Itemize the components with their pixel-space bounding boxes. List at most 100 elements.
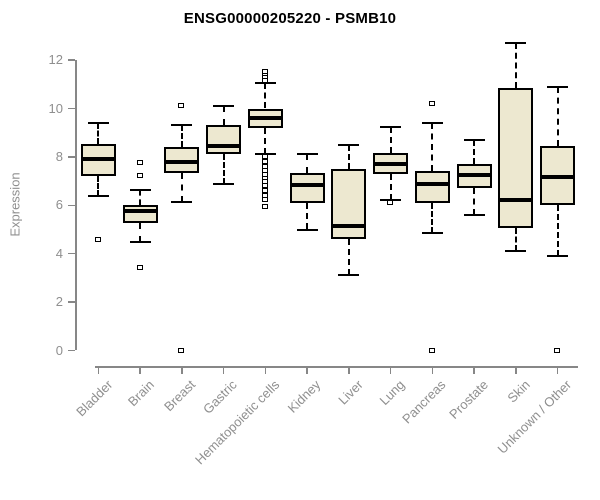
- lower-whisker-cap: [87, 194, 109, 197]
- y-axis-line: [75, 60, 77, 351]
- outlier-point-pancreas: [428, 347, 435, 353]
- x-tick: [348, 366, 350, 374]
- lower-whisker-cap: [547, 255, 569, 258]
- lower-whisker: [180, 172, 183, 202]
- median-line-liver: [333, 223, 365, 228]
- median-line-brain: [124, 209, 156, 214]
- category-label-brain: Brain: [124, 377, 157, 410]
- upper-whisker: [389, 126, 392, 154]
- lower-whisker-cap: [421, 232, 443, 235]
- lower-whisker: [347, 239, 350, 276]
- upper-whisker: [264, 83, 267, 109]
- lower-whisker: [431, 203, 434, 234]
- upper-whisker-cap: [171, 124, 193, 127]
- lower-whisker: [389, 173, 392, 201]
- median-line-breast: [166, 159, 198, 164]
- category-label-breast: Breast: [161, 377, 199, 415]
- category-label-bladder: Bladder: [72, 377, 115, 420]
- outlier-point-breast: [178, 103, 185, 109]
- lower-whisker-cap: [338, 274, 360, 277]
- category-label-unknown-other: Unknown / Other: [494, 377, 575, 457]
- category-label-kidney: Kidney: [285, 377, 324, 416]
- upper-whisker: [139, 189, 142, 206]
- upper-whisker: [514, 43, 517, 88]
- lower-whisker-cap: [129, 240, 151, 243]
- lower-whisker: [556, 205, 559, 257]
- box-brain: [122, 205, 158, 224]
- lower-whisker-cap: [296, 228, 318, 231]
- outlier-point-hematopoietic-cells: [261, 187, 268, 193]
- outlier-point-brain: [136, 159, 143, 165]
- upper-whisker-cap: [338, 143, 360, 146]
- median-line-gastric: [208, 144, 240, 148]
- category-label-liver: Liver: [334, 377, 366, 408]
- y-tick: [68, 349, 75, 352]
- x-tick: [222, 366, 225, 374]
- upper-whisker-cap: [421, 122, 443, 125]
- upper-whisker: [556, 86, 559, 146]
- y-tick: [68, 252, 75, 255]
- outlier-point-unknown-other: [554, 347, 561, 353]
- x-axis-line: [95, 366, 578, 368]
- x-tick: [431, 366, 434, 374]
- upper-whisker-cap: [87, 122, 109, 125]
- upper-whisker-cap: [296, 153, 318, 156]
- outlier-point-pancreas: [428, 100, 435, 106]
- upper-whisker-cap: [505, 42, 527, 45]
- upper-whisker-cap: [213, 105, 235, 108]
- category-label-lung: Lung: [376, 377, 408, 409]
- y-tick: [68, 301, 75, 303]
- x-tick: [97, 366, 100, 374]
- y-tick-label: 2: [55, 294, 63, 310]
- outlier-point-hematopoietic-cells: [261, 77, 268, 83]
- lower-whisker: [97, 176, 100, 196]
- x-tick: [139, 366, 141, 374]
- upper-whisker-cap: [547, 85, 569, 88]
- outlier-point-lung: [387, 199, 394, 205]
- category-label-skin: Skin: [504, 377, 533, 406]
- upper-whisker: [97, 123, 100, 144]
- lower-whisker-cap: [213, 182, 235, 185]
- outlier-point-hematopoietic-cells: [261, 197, 268, 203]
- upper-whisker: [473, 139, 476, 165]
- outlier-point-hematopoietic-cells: [261, 203, 268, 209]
- median-line-skin: [500, 198, 532, 203]
- outlier-point-hematopoietic-cells: [261, 192, 268, 198]
- median-line-hematopoietic-cells: [249, 116, 281, 121]
- y-tick-label: 6: [55, 197, 63, 213]
- lower-whisker: [222, 154, 225, 184]
- upper-whisker-cap: [129, 188, 151, 191]
- y-tick: [68, 204, 75, 207]
- x-tick: [264, 366, 267, 374]
- x-tick: [515, 366, 517, 374]
- chart-title: ENSG00000205220 - PSMB10: [183, 10, 397, 27]
- y-tick-label: 10: [48, 100, 63, 116]
- y-tick-label: 4: [55, 245, 63, 261]
- y-tick: [68, 59, 75, 61]
- lower-whisker: [139, 223, 142, 242]
- category-label-prostate: Prostate: [445, 377, 491, 422]
- outlier-point-brain: [136, 173, 143, 179]
- lower-whisker-cap: [463, 213, 485, 216]
- lower-whisker: [514, 228, 517, 252]
- y-tick-label: 8: [55, 148, 63, 164]
- category-label-pancreas: Pancreas: [399, 377, 449, 427]
- x-tick: [306, 366, 308, 374]
- x-tick: [181, 366, 183, 374]
- lower-whisker: [264, 128, 267, 155]
- upper-whisker-cap: [380, 125, 402, 128]
- x-tick: [473, 366, 475, 374]
- median-line-bladder: [82, 157, 114, 162]
- upper-whisker: [306, 154, 309, 173]
- upper-whisker: [431, 123, 434, 172]
- lower-whisker-cap: [505, 250, 527, 253]
- y-axis-label: Expression: [7, 172, 23, 237]
- y-tick-label: 0: [55, 342, 63, 358]
- y-tick: [68, 156, 75, 158]
- box-kidney: [289, 172, 325, 203]
- box-gastric: [206, 125, 242, 155]
- x-tick: [556, 366, 559, 374]
- outlier-point-hematopoietic-cells: [261, 153, 268, 159]
- outlier-point-breast: [178, 347, 185, 353]
